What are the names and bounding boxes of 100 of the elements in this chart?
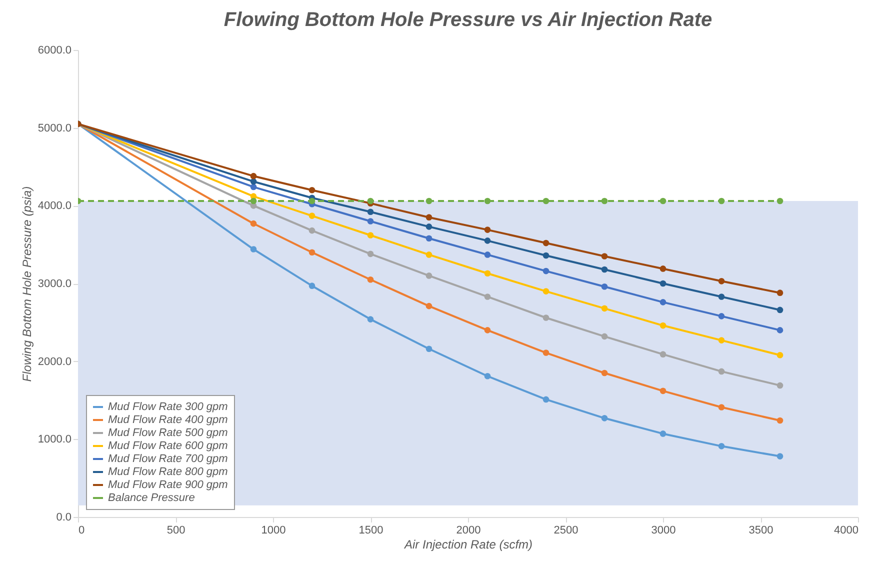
x-tick-label: 500 — [166, 524, 186, 536]
point — [484, 226, 491, 233]
x-tick-label: 3500 — [748, 524, 774, 536]
x-axis-title: Air Injection Rate (scfm) — [403, 538, 533, 552]
point — [776, 417, 784, 424]
point — [776, 352, 784, 358]
point — [601, 333, 608, 340]
point — [484, 294, 491, 300]
x-tick-label: 4000 — [834, 524, 858, 536]
point — [426, 224, 432, 230]
point — [250, 184, 257, 190]
point — [484, 372, 491, 380]
chart-title: Flowing Bottom Hole Pressure vs Air Injection Rate — [224, 9, 712, 31]
point — [250, 220, 257, 227]
point — [250, 198, 257, 204]
point — [601, 370, 608, 376]
point — [308, 227, 316, 234]
point — [718, 368, 725, 375]
point — [718, 443, 725, 450]
y-axis-title: Flowing Bottom Hole Pressure (psia) — [20, 186, 34, 382]
point — [426, 272, 432, 279]
point — [250, 172, 257, 180]
point — [308, 186, 316, 194]
point — [484, 198, 491, 204]
point — [542, 268, 550, 274]
point — [250, 246, 257, 252]
y-tick-label: 2000.0 — [38, 356, 72, 368]
point — [308, 282, 316, 289]
point — [426, 302, 432, 310]
point — [367, 316, 374, 322]
legend-label: Mud Flow Rate 800 gpm — [108, 466, 228, 478]
point — [426, 214, 432, 220]
y-tick-label: 1000.0 — [38, 434, 72, 446]
y-tick-label: 5000.0 — [38, 122, 72, 134]
point — [542, 288, 550, 294]
point — [660, 299, 666, 306]
point — [601, 283, 608, 290]
point — [776, 382, 784, 389]
point — [542, 350, 550, 356]
point — [542, 314, 550, 321]
legend-label: Mud Flow Rate 400 gpm — [108, 414, 228, 426]
point — [367, 250, 374, 258]
point — [718, 198, 725, 204]
legend-label: Mud Flow Rate 300 gpm — [108, 401, 228, 413]
point — [250, 178, 257, 185]
x-tick-label: 2000 — [456, 524, 481, 536]
point — [660, 351, 666, 358]
point — [660, 280, 666, 287]
point — [426, 235, 432, 242]
point — [308, 198, 316, 204]
point — [542, 252, 550, 259]
point — [426, 198, 432, 204]
legend-label: Mud Flow Rate 900 gpm — [108, 479, 228, 491]
point — [660, 266, 666, 272]
legend-label: Balance Pressure — [108, 492, 195, 504]
point — [367, 218, 374, 224]
point — [718, 294, 725, 300]
x-tick-label: 1500 — [358, 524, 384, 536]
point — [776, 453, 784, 460]
point — [484, 270, 491, 277]
point — [660, 322, 666, 329]
point — [601, 414, 608, 422]
x-tick-label: 1000 — [261, 524, 286, 536]
point — [660, 388, 666, 394]
point — [308, 249, 316, 256]
point — [542, 198, 550, 204]
point — [718, 313, 725, 320]
point — [601, 198, 608, 204]
legend-label: Mud Flow Rate 600 gpm — [108, 440, 228, 452]
point — [367, 208, 374, 216]
point — [776, 198, 784, 204]
y-tick-label: 0.0 — [56, 512, 72, 524]
point — [426, 346, 432, 352]
point — [367, 198, 374, 204]
point — [776, 327, 784, 334]
point — [601, 253, 608, 260]
point — [660, 430, 666, 437]
point — [308, 212, 316, 219]
point — [660, 198, 666, 204]
point — [601, 305, 608, 312]
x-tick-label: 2500 — [554, 524, 578, 536]
point — [718, 278, 725, 284]
point — [426, 252, 432, 258]
point — [367, 232, 374, 238]
x-tick-label: 0 — [78, 524, 85, 536]
x-tick-label: 3000 — [651, 524, 676, 536]
point — [776, 306, 784, 314]
point — [776, 290, 784, 296]
y-tick-label: 6000.0 — [38, 44, 72, 56]
point — [718, 337, 725, 344]
legend-label: Mud Flow Rate 500 gpm — [108, 427, 228, 439]
y-tick-label: 4000.0 — [38, 200, 72, 212]
point — [542, 396, 550, 403]
point — [484, 327, 491, 334]
point — [484, 238, 491, 244]
y-tick-label: 3000.0 — [38, 278, 72, 290]
point — [601, 266, 608, 273]
legend-label: Mud Flow Rate 700 gpm — [108, 453, 228, 465]
point — [542, 240, 550, 246]
point — [367, 276, 374, 283]
